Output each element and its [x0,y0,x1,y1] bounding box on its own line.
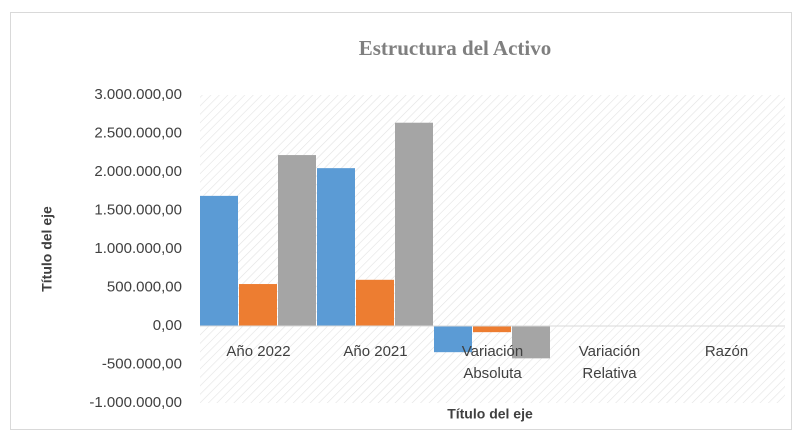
chart-title: Estructura del Activo [359,36,551,60]
bar [317,168,355,326]
bar [473,326,511,333]
x-axis-title: Título del eje [447,406,533,422]
x-tick-label: Variación Relativa [579,343,640,382]
y-tick-label: 1.500.000,00 [94,201,182,218]
y-tick-label: -500.000,00 [102,355,182,372]
bar [434,326,472,353]
x-tick-label: Razón [705,343,748,360]
bar [512,326,550,359]
bar [278,155,316,326]
y-tick-label: 2.000.000,00 [94,163,182,180]
x-tick-label: Año 2021 [343,343,407,360]
y-tick-label: -1.000.000,00 [89,394,182,411]
y-axis-title: Título del eje [39,206,55,292]
bar [395,122,433,326]
y-tick-label: 0,00 [153,317,182,334]
bar [239,284,277,326]
bar [200,195,238,326]
bar [356,279,394,326]
x-tick-label: Año 2022 [226,343,290,360]
y-tick-label: 500.000,00 [107,278,182,295]
y-tick-label: 2.500.000,00 [94,124,182,141]
y-tick-label: 3.000.000,00 [94,86,182,103]
y-tick-label: 1.000.000,00 [94,240,182,257]
x-tick-label: Variación Absoluta [462,343,523,382]
